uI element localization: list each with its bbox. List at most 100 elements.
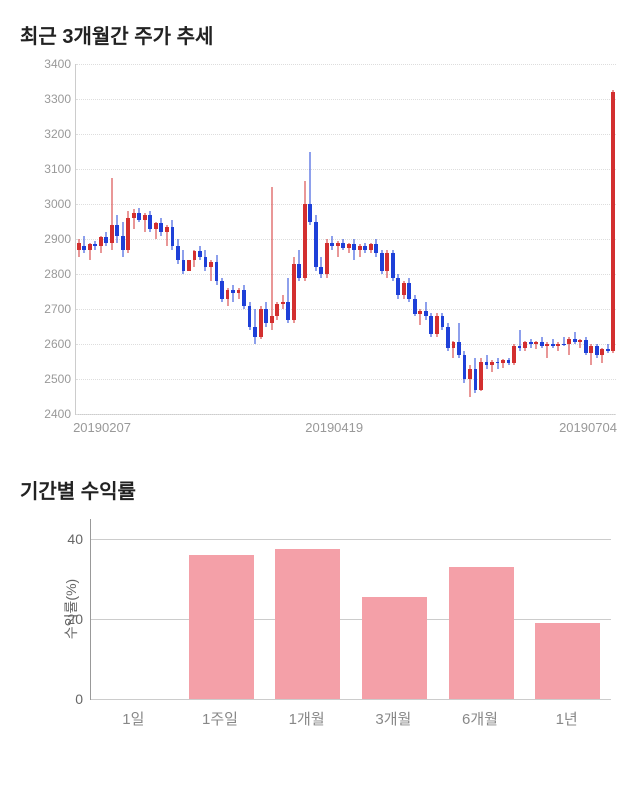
candle xyxy=(518,64,522,414)
x-tick-label: 6개월 xyxy=(462,708,498,729)
candle xyxy=(99,64,103,414)
candle-body xyxy=(171,227,175,246)
candle xyxy=(88,64,92,414)
candle xyxy=(474,64,478,414)
candle xyxy=(148,64,152,414)
y-tick-label: 3100 xyxy=(26,162,71,176)
candle-body xyxy=(418,311,422,315)
candle xyxy=(358,64,362,414)
candle xyxy=(115,64,119,414)
candle-body xyxy=(518,346,522,348)
candle xyxy=(159,64,163,414)
candle-body xyxy=(501,360,505,364)
barchart-x-labels: 1일1주일1개월3개월6개월1년 xyxy=(90,708,610,738)
candle-body xyxy=(209,262,213,267)
candle xyxy=(391,64,395,414)
candle xyxy=(573,64,577,414)
candle-body xyxy=(314,222,318,268)
barchart-title: 기간별 수익률 xyxy=(20,475,620,504)
candle-body xyxy=(468,369,472,380)
candle-body xyxy=(407,283,411,299)
candle-body xyxy=(259,309,263,337)
candle-body xyxy=(187,260,191,271)
candlestick-plot-area: 2400250026002700280029003000310032003300… xyxy=(75,64,616,415)
candle-body xyxy=(446,327,450,348)
x-tick-label: 3개월 xyxy=(375,708,411,729)
candle-body xyxy=(292,264,296,320)
candle-body xyxy=(99,237,103,246)
candle-body xyxy=(562,344,566,345)
candle-wick xyxy=(497,358,498,369)
candle xyxy=(507,64,511,414)
candle xyxy=(104,64,108,414)
candle-body xyxy=(584,340,588,353)
candle-body xyxy=(126,218,130,250)
y-tick-label: 2700 xyxy=(26,302,71,316)
bar xyxy=(275,549,340,699)
candle-body xyxy=(110,225,114,243)
candle-body xyxy=(363,246,367,250)
candle-body xyxy=(143,215,147,220)
bar xyxy=(362,597,427,699)
candle xyxy=(165,64,169,414)
candle-body xyxy=(391,253,395,278)
candle-body xyxy=(380,253,384,271)
y-tick-label: 2900 xyxy=(26,232,71,246)
candlestick-title: 최근 3개월간 주가 추세 xyxy=(20,20,620,49)
candle xyxy=(297,64,301,414)
candle xyxy=(496,64,500,414)
candle xyxy=(385,64,389,414)
candle xyxy=(308,64,312,414)
candle-body xyxy=(452,342,456,347)
candle xyxy=(248,64,252,414)
candle-body xyxy=(253,327,257,338)
candle xyxy=(237,64,241,414)
candle-wick xyxy=(519,330,520,351)
candle xyxy=(82,64,86,414)
candle-body xyxy=(159,223,163,232)
candle xyxy=(600,64,604,414)
candlestick-x-labels: 201902072019041920190704 xyxy=(75,420,615,445)
candle-body xyxy=(104,237,108,242)
candle xyxy=(126,64,130,414)
candle-body xyxy=(165,227,169,232)
candle-body xyxy=(523,342,527,347)
candle xyxy=(336,64,340,414)
candle xyxy=(374,64,378,414)
candle xyxy=(396,64,400,414)
candle xyxy=(292,64,296,414)
x-tick-label: 1일 xyxy=(122,708,144,729)
candle-body xyxy=(595,346,599,355)
candle xyxy=(77,64,81,414)
candle-body xyxy=(369,244,373,249)
y-tick-label: 2400 xyxy=(26,407,71,421)
candle-body xyxy=(220,281,224,299)
candle xyxy=(176,64,180,414)
x-tick-label: 1주일 xyxy=(202,708,238,729)
candle-body xyxy=(198,251,202,256)
candle-body xyxy=(275,304,279,316)
candle xyxy=(562,64,566,414)
x-tick-label: 1년 xyxy=(556,708,578,729)
candle xyxy=(523,64,527,414)
x-tick-label: 20190207 xyxy=(73,420,131,435)
y-tick-label: 2800 xyxy=(26,267,71,281)
candle xyxy=(606,64,610,414)
candle xyxy=(424,64,428,414)
candle-body xyxy=(441,316,445,327)
candle xyxy=(347,64,351,414)
gridline xyxy=(76,414,616,415)
candle xyxy=(551,64,555,414)
x-tick-label: 20190704 xyxy=(559,420,617,435)
candle-body xyxy=(93,244,97,246)
candle-body xyxy=(88,244,92,249)
candle-wick xyxy=(233,285,234,303)
candle-body xyxy=(578,340,582,342)
bar xyxy=(535,623,600,699)
candle-body xyxy=(374,244,378,253)
candle-body xyxy=(573,339,577,343)
candle xyxy=(275,64,279,414)
y-tick-label: 3000 xyxy=(26,197,71,211)
candle xyxy=(468,64,472,414)
candle-body xyxy=(429,316,433,334)
